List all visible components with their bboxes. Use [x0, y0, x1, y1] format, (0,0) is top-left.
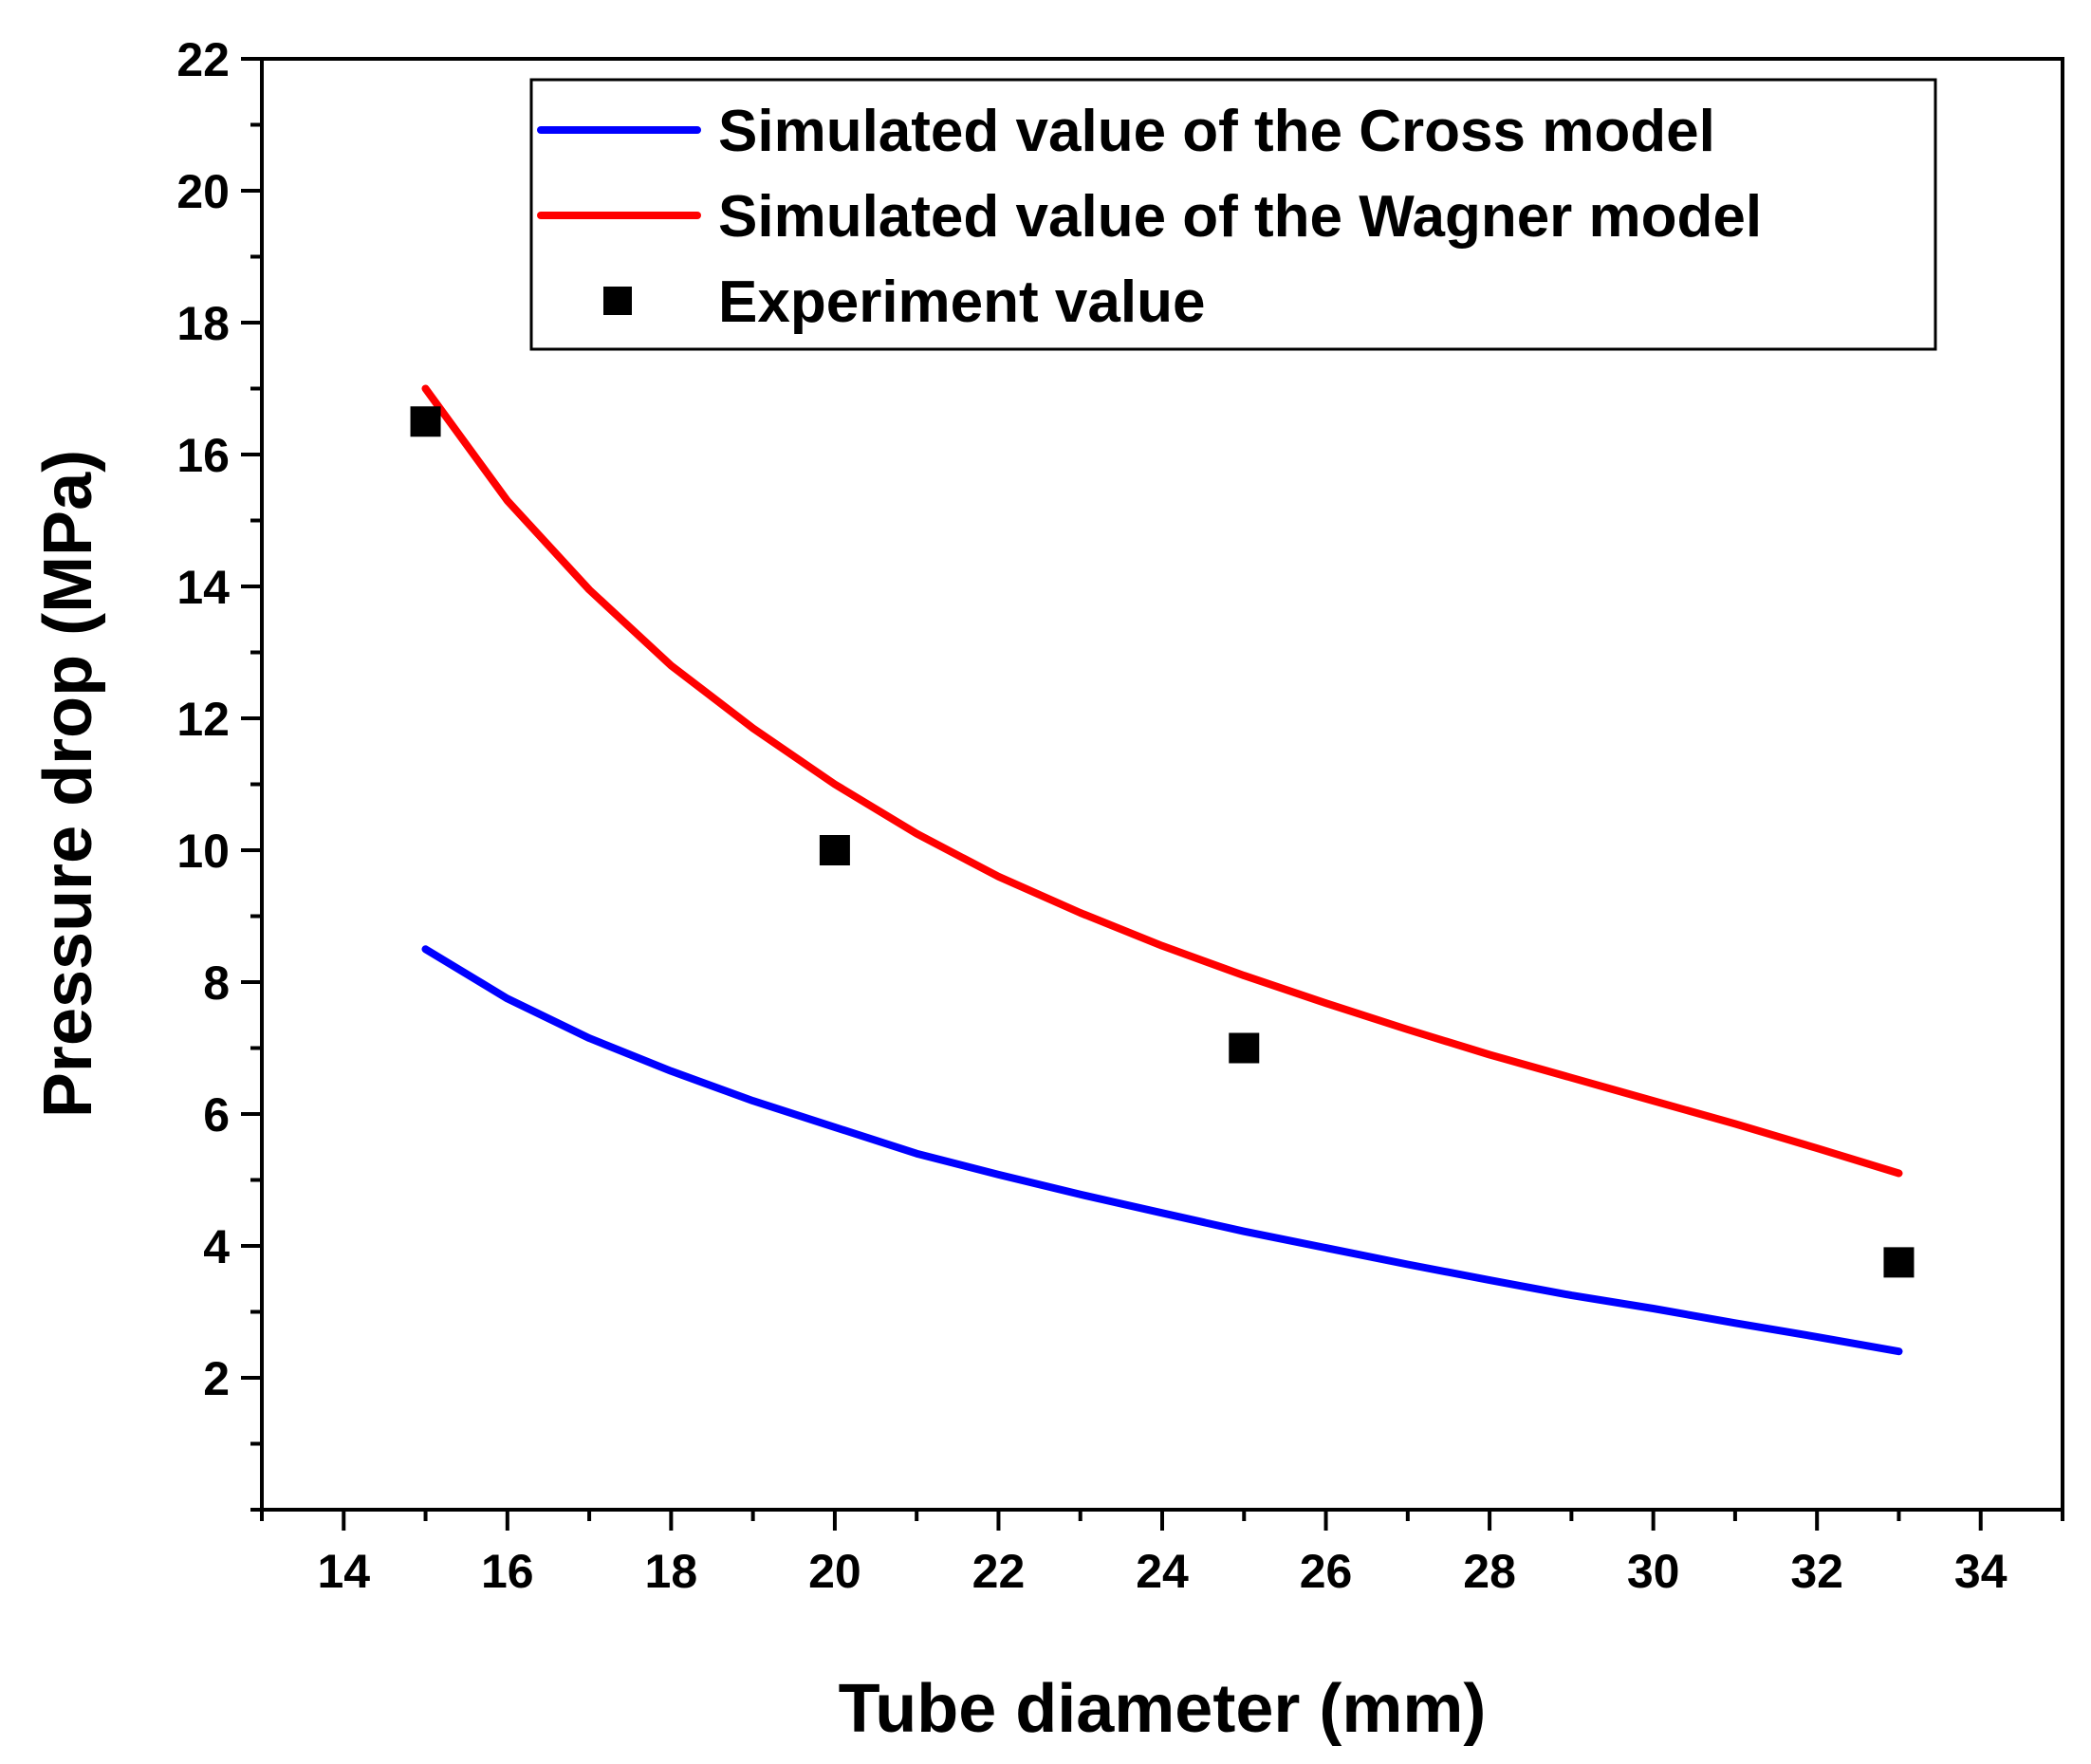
- x-tick-label: 34: [1954, 1545, 2008, 1598]
- experiment-point: [410, 406, 441, 437]
- series-line-0: [421, 945, 1903, 1356]
- x-axis-ticks: 14 16 18 20 22 24 26 28 30 32 34: [260, 1510, 2064, 1598]
- x-tick-label: 24: [1136, 1545, 1189, 1598]
- x-tick-label: 22: [972, 1545, 1026, 1598]
- y-axis-title: Pressure drop (MPa): [30, 450, 106, 1118]
- y-tick-label: 2: [203, 1352, 230, 1405]
- y-tick-label: 14: [176, 561, 230, 614]
- series-line-1: [421, 384, 1903, 1178]
- y-tick-label: 6: [203, 1088, 230, 1142]
- y-tick-label: 18: [176, 297, 230, 350]
- y-tick-label: 22: [176, 33, 230, 86]
- legend-marker-swatch: [603, 287, 632, 315]
- y-tick-label: 16: [176, 429, 230, 482]
- experiment-point: [1229, 1032, 1260, 1064]
- legend: Simulated value of the Cross model Simula…: [529, 78, 1937, 351]
- x-tick-label: 18: [645, 1545, 698, 1598]
- y-tick-label: 20: [176, 165, 230, 218]
- series-layer: [410, 384, 1915, 1356]
- x-tick-label: 26: [1300, 1545, 1353, 1598]
- x-tick-label: 20: [808, 1545, 861, 1598]
- experiment-point: [1883, 1247, 1915, 1278]
- x-tick-label: 32: [1790, 1545, 1843, 1598]
- legend-label: Simulated value of the Cross model: [718, 99, 1715, 164]
- x-tick-label: 14: [317, 1545, 370, 1598]
- legend-label: Experiment value: [718, 269, 1205, 335]
- legend-box: [529, 78, 1937, 351]
- y-tick-label: 4: [203, 1220, 230, 1273]
- y-axis-ticks: 2 4 6 8 10 12 14 16 18 20 22: [176, 33, 262, 1512]
- x-tick-label: 28: [1463, 1545, 1516, 1598]
- y-tick-label: 8: [203, 956, 230, 1010]
- y-tick-label: 10: [176, 825, 230, 878]
- y-tick-label: 12: [176, 693, 230, 746]
- x-tick-label: 30: [1627, 1545, 1680, 1598]
- x-tick-label: 16: [481, 1545, 534, 1598]
- x-axis-title: Tube diameter (mm): [839, 1671, 1487, 1747]
- experiment-point: [819, 835, 850, 865]
- legend-label: Simulated value of the Wagner model: [718, 184, 1762, 250]
